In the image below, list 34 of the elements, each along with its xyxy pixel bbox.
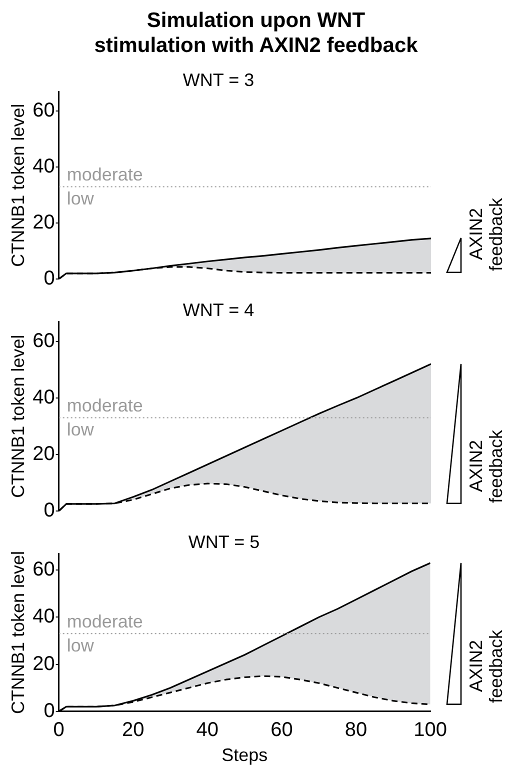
y-tick-label: 0 (44, 268, 55, 290)
y-tick-label: 0 (44, 700, 55, 722)
y-axis-title: CTNNB1 token level (8, 104, 28, 267)
y2-axis-title: AXIN2 feedback (466, 628, 506, 705)
y-tick-label: 40 (32, 386, 55, 408)
y-tick-label: 60 (32, 558, 55, 581)
y-tick-label: 60 (32, 100, 55, 122)
chart-subtitle: WNT = 3 (182, 70, 254, 90)
x-tick-label: 20 (122, 718, 144, 741)
x-tick-label: 80 (344, 718, 368, 741)
chart-subtitle: WNT = 4 (182, 300, 254, 320)
y-tick-label: 0 (44, 500, 55, 522)
ref-line-label: moderate (66, 164, 143, 185)
y-axis-title: CTNNB1 token level (8, 334, 28, 498)
y2-axis-title: AXIN2 feedback (466, 196, 506, 273)
annotation: low (66, 636, 95, 656)
x-tick-label: 40 (196, 718, 219, 741)
annotation: low (66, 420, 95, 440)
y2-axis-title: AXIN2 feedback (466, 428, 506, 505)
y-axis-title: CTNNB1 token level (8, 550, 28, 714)
y-tick-label: 20 (32, 212, 55, 234)
chart-subtitle: WNT = 5 (188, 532, 260, 552)
x-tick-label: 100 (414, 718, 448, 741)
x-tick-label: 60 (270, 718, 293, 741)
y-tick-label: 20 (32, 442, 55, 465)
y-tick-label: 40 (32, 156, 55, 178)
y-tick-label: 40 (32, 606, 55, 628)
annotation: low (66, 188, 95, 209)
y-tick-label: 60 (32, 330, 55, 352)
ref-line-label: moderate (66, 612, 143, 632)
chart-title: Simulation upon WNT stimulation with AXIN2 feedback (93, 8, 419, 59)
x-axis-title: Steps (222, 745, 268, 766)
ref-line-label: moderate (66, 396, 143, 416)
y-tick-label: 20 (32, 652, 55, 675)
